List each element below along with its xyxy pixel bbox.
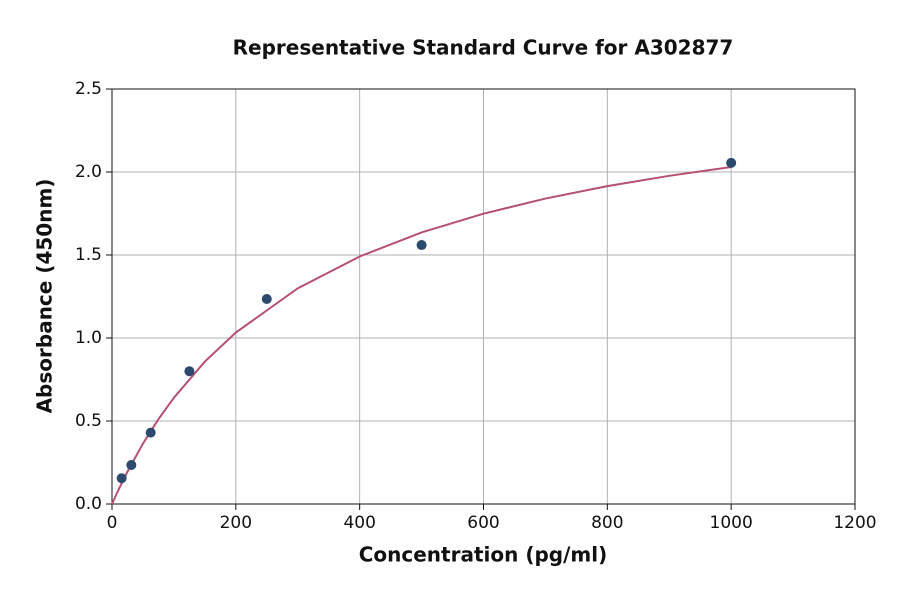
- data-point: [145, 427, 156, 438]
- fit-curve: [111, 166, 732, 505]
- x-tick-label: 200: [220, 513, 252, 533]
- y-tick-label: 1.5: [75, 245, 102, 265]
- x-tick-label: 0: [107, 513, 118, 533]
- data-point: [261, 293, 272, 304]
- data-point: [116, 473, 127, 484]
- y-tick-label: 1.0: [75, 328, 102, 348]
- x-tick-label: 800: [591, 513, 623, 533]
- x-tick-label: 1000: [710, 513, 753, 533]
- y-tick-label: 2.5: [75, 79, 102, 99]
- chart-title: Representative Standard Curve for A30287…: [233, 36, 734, 60]
- y-tick-label: 0.5: [75, 411, 102, 431]
- x-tick-label: 600: [467, 513, 499, 533]
- data-point: [126, 459, 137, 470]
- data-point: [184, 366, 195, 377]
- y-tick-label: 0.0: [75, 494, 102, 514]
- y-axis-label: Absorbance (450nm): [33, 179, 57, 414]
- x-tick-label: 400: [343, 513, 375, 533]
- data-point: [416, 240, 427, 251]
- x-tick-label: 1200: [833, 513, 876, 533]
- y-tick-label: 2.0: [75, 162, 102, 182]
- plot-frame: [111, 88, 856, 505]
- data-point: [726, 157, 737, 168]
- x-axis-label: Concentration (pg/ml): [359, 543, 608, 567]
